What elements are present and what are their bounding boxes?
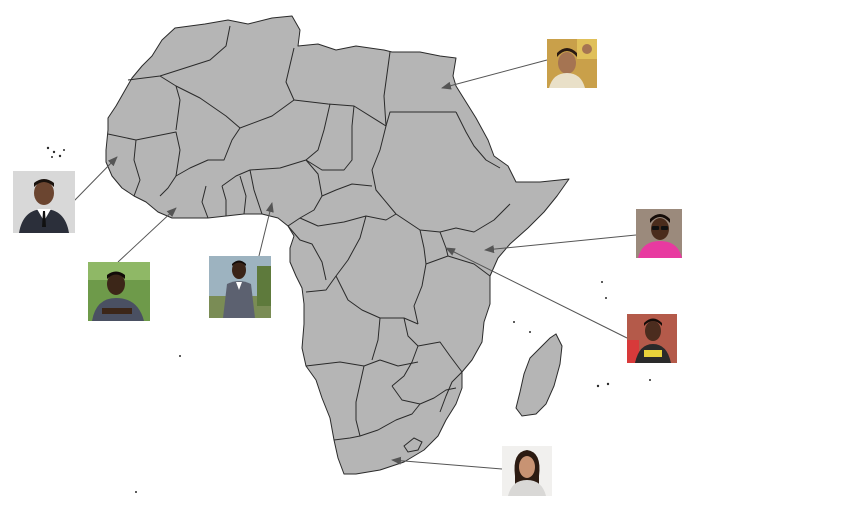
arrow-south-africa — [391, 456, 503, 470]
photo-ivory-coast — [88, 262, 150, 321]
arrow-ivory-coast — [117, 207, 177, 263]
arrows — [73, 59, 637, 470]
portrait-image — [502, 446, 552, 496]
country-borders — [107, 25, 511, 441]
madagascar — [515, 333, 563, 417]
photo-nigeria — [209, 256, 271, 318]
portrait-image — [209, 256, 271, 318]
portrait-image — [88, 262, 150, 321]
photo-egypt — [547, 39, 597, 88]
portrait-image — [627, 314, 677, 363]
photo-rwanda — [627, 314, 677, 363]
portrait-image — [547, 39, 597, 88]
photo-senegal — [13, 171, 75, 233]
islands — [46, 146, 651, 493]
africa-continent — [105, 15, 570, 475]
portrait-image — [636, 209, 682, 258]
lesotho — [403, 437, 423, 453]
arrow-senegal — [73, 156, 118, 202]
arrow-kenya — [484, 234, 637, 254]
photo-south-africa — [502, 446, 552, 496]
photo-kenya — [636, 209, 682, 258]
arrow-rwanda — [445, 247, 628, 339]
portrait-image — [13, 171, 75, 233]
arrow-egypt — [441, 59, 548, 90]
